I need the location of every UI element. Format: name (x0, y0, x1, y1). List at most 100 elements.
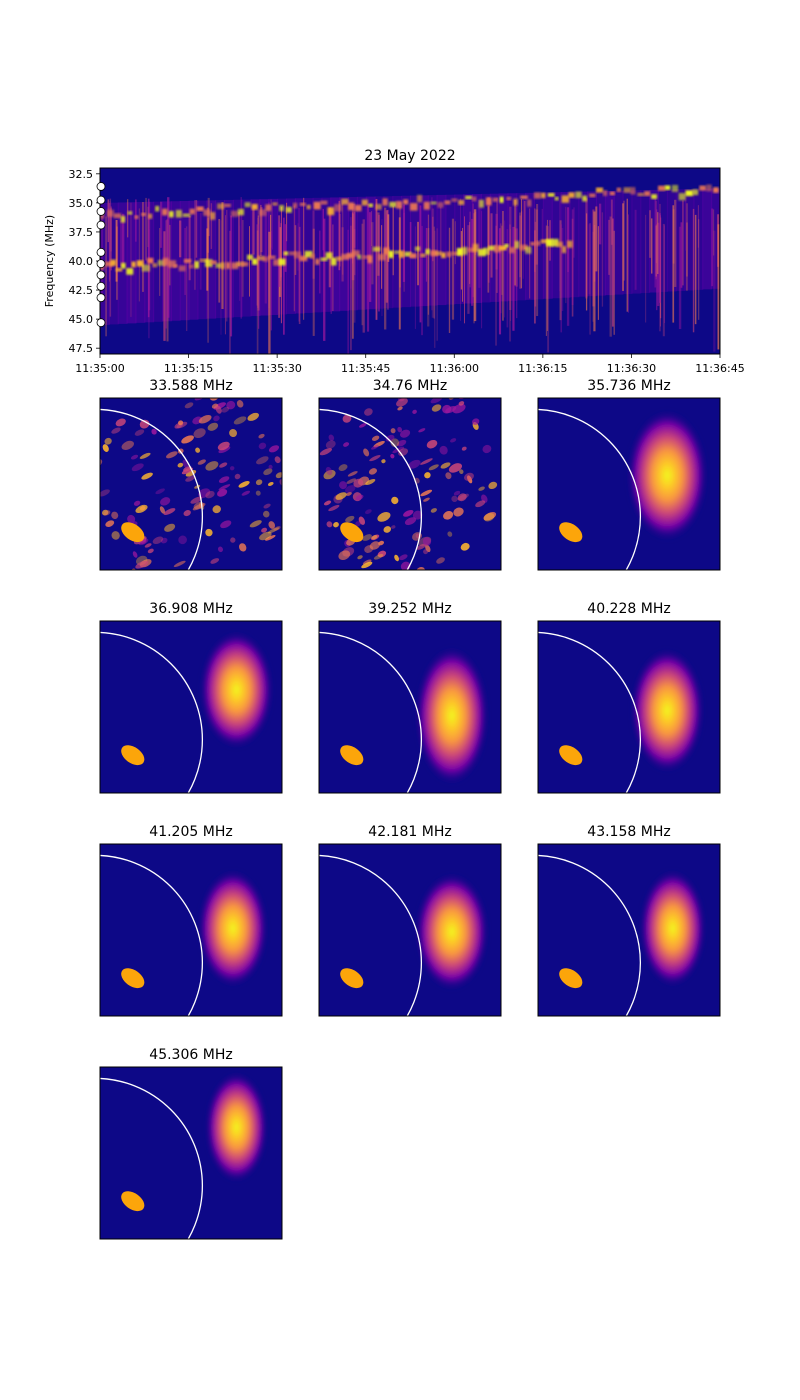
panel-frame (537, 843, 721, 1017)
radio-emission-blob (80, 439, 89, 447)
x-tick-label: 11:35:45 (341, 362, 390, 375)
emission-striation (495, 213, 498, 270)
radio-emission-blob (279, 479, 282, 486)
radio-emission-blob (85, 433, 100, 446)
y-tick-label: 40.0 (69, 255, 94, 268)
emission-striation (230, 215, 233, 337)
y-tick-label: 45.0 (69, 313, 94, 326)
radio-emission-blob (447, 531, 453, 537)
radio-emission-blob (241, 490, 251, 496)
emission-lane (131, 261, 136, 268)
emission-band (631, 190, 642, 294)
emission-lane (155, 205, 160, 212)
radio-emission-blob (386, 580, 398, 591)
radio-emission-blob (219, 462, 228, 468)
emission-lane (389, 201, 397, 208)
emission-band (224, 199, 234, 318)
radio-emission-blob (371, 535, 378, 540)
radio-emission-blob (443, 510, 454, 520)
radio-emission-blob (295, 510, 308, 520)
emission-striation (116, 226, 118, 300)
radio-emission-blob (255, 479, 263, 486)
emission-band (436, 194, 447, 306)
emission-striation (138, 208, 140, 302)
panel-title: 39.252 MHz (368, 601, 451, 617)
emission-striation (541, 208, 543, 245)
emission-striation (610, 199, 613, 245)
solar-limb-circle (319, 631, 422, 793)
radio-emission-blob (445, 406, 457, 414)
radio-emission-blob (229, 466, 235, 471)
emission-striation (588, 224, 591, 295)
emission-striation (506, 229, 509, 328)
emission-lane (435, 251, 442, 256)
emission-lane (127, 211, 133, 215)
frequency-marker (96, 270, 106, 280)
emission-striation (361, 223, 364, 326)
beam-ellipse (121, 968, 145, 989)
emission-band (250, 199, 261, 317)
radio-emission-blob (358, 423, 367, 428)
solar-limb-circle (319, 408, 422, 570)
dynamic-spectrum-chart: 23 May 2022 11:35:00 11:35:15 11:35:30 11:3… (43, 148, 745, 375)
emission-striation (378, 214, 380, 312)
emission-lane (304, 250, 313, 258)
radio-emission-blob (365, 509, 372, 515)
radio-emission-blob (273, 526, 281, 531)
emission-striation (141, 201, 144, 292)
emission-lane (467, 247, 475, 253)
emission-lane (168, 211, 174, 218)
emission-striation (654, 198, 657, 288)
emission-lane (106, 209, 115, 217)
x-tick-label: 11:36:15 (518, 362, 567, 375)
emission-lane (477, 248, 486, 257)
emission-lane (292, 202, 298, 209)
emission-striation (185, 226, 188, 332)
emission-striation (258, 224, 260, 329)
emission-striation (427, 228, 430, 327)
emission-striation (573, 207, 575, 258)
emission-striation (297, 223, 299, 271)
emission-lane (299, 255, 308, 262)
emission-lane (334, 204, 342, 212)
radio-emission-blob (371, 435, 380, 441)
emission-striation (592, 231, 594, 322)
radio-emission-blob (100, 489, 110, 497)
radio-emission-blob (163, 508, 176, 515)
spectrum-ylabel: Frequency (MHz) (43, 215, 56, 307)
emission-striation (698, 219, 700, 320)
emission-lane (115, 268, 123, 272)
emission-striation (534, 230, 536, 324)
emission-lane (273, 259, 280, 266)
panel-frame (318, 843, 502, 1017)
emission-lane (582, 195, 587, 202)
emission-striation (711, 208, 714, 287)
panel-frame (318, 397, 502, 571)
emission-striation (469, 221, 471, 284)
emission-lane (404, 251, 412, 257)
radio-emission-blob (460, 542, 470, 551)
emission-lane (658, 185, 666, 191)
frequency-markers (96, 182, 106, 328)
radio-emission-blob (488, 481, 498, 490)
radio-emission-blob (147, 548, 154, 554)
emission-lane (336, 256, 343, 261)
emission-striation (512, 226, 515, 331)
emission-striation (439, 206, 442, 255)
emission-striation (371, 210, 373, 247)
emission-striation (601, 212, 604, 307)
solar-limb-circle (538, 854, 641, 1016)
emission-lane (446, 251, 452, 258)
radio-emission-blob (399, 429, 411, 438)
radio-emission-blob (194, 484, 201, 489)
emission-lane (134, 215, 139, 219)
emission-striation (611, 218, 614, 327)
radio-emission-blob (221, 406, 230, 413)
emission-lane (423, 201, 430, 210)
radio-emission-blob (335, 492, 347, 500)
emission-striation (623, 200, 625, 281)
radio-emission-blob (383, 526, 392, 533)
emission-striation (686, 222, 688, 291)
image-panel: 36.908 MHz (99, 601, 283, 794)
radio-emission-blob (328, 434, 335, 441)
